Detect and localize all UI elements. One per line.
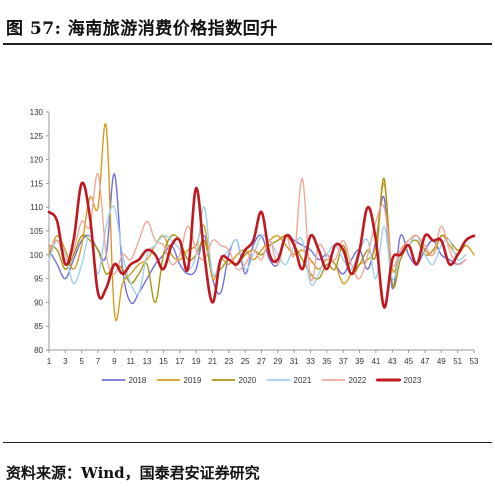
x-tick-label: 49	[437, 357, 446, 366]
x-tick-label: 27	[257, 357, 266, 366]
series-line-2021	[48, 205, 467, 296]
x-tick-label: 39	[355, 357, 364, 366]
y-tick-label: 90	[34, 298, 43, 307]
x-tick-label: 31	[290, 357, 299, 366]
series-line-2019	[48, 122, 475, 322]
legend-label-2021: 2021	[294, 376, 312, 385]
x-tick-label: 23	[224, 357, 233, 366]
figure-title: 图 57: 海南旅游消费价格指数回升	[6, 19, 278, 39]
x-tick-label: 11	[127, 357, 136, 366]
legend-label-2020: 2020	[239, 376, 257, 385]
x-tick-label: 3	[63, 357, 68, 366]
x-tick-label: 25	[241, 357, 250, 366]
series-line-2023	[47, 181, 476, 309]
y-tick-label: 115	[30, 179, 43, 188]
x-tick-label: 43	[388, 357, 397, 366]
y-tick-label: 125	[30, 132, 44, 141]
x-tick-label: 47	[421, 357, 430, 366]
legend-label-2018: 2018	[129, 376, 147, 385]
legend-label-2019: 2019	[184, 376, 202, 385]
x-tick-label: 9	[112, 357, 117, 366]
x-tick-label: 19	[192, 357, 201, 366]
x-tick-label: 5	[79, 357, 84, 366]
x-tick-label: 17	[175, 357, 184, 366]
x-tick-label: 15	[159, 357, 168, 366]
x-tick-label: 37	[339, 357, 348, 366]
y-tick-label: 130	[30, 108, 44, 117]
x-tick-label: 45	[404, 357, 413, 366]
title-rule	[3, 43, 492, 45]
legend-label-2023: 2023	[404, 376, 422, 385]
y-tick-label: 80	[34, 346, 43, 355]
legend-label-2022: 2022	[349, 376, 367, 385]
y-tick-label: 105	[30, 227, 44, 236]
x-tick-label: 13	[143, 357, 152, 366]
y-tick-label: 95	[34, 275, 43, 284]
x-tick-label: 41	[371, 357, 380, 366]
y-tick-label: 110	[30, 203, 43, 212]
x-tick-label: 35	[322, 357, 331, 366]
chart-series	[47, 122, 476, 322]
series-line-2020	[48, 177, 467, 304]
x-tick-label: 21	[208, 357, 217, 366]
x-tick-label: 29	[273, 357, 282, 366]
source-note: 资料来源：Wind，国泰君安证券研究	[6, 464, 260, 482]
y-tick-label: 100	[30, 251, 44, 260]
chart-legend: 2018 2019 2020 2021 2022 2023	[101, 376, 422, 385]
source-rule	[3, 442, 492, 443]
y-tick-label: 120	[30, 156, 44, 165]
x-tick-label: 1	[47, 357, 52, 366]
x-tick-label: 33	[306, 357, 315, 366]
y-tick-label: 85	[34, 322, 43, 331]
x-tick-label: 53	[470, 357, 479, 366]
x-tick-label: 51	[453, 357, 462, 366]
x-tick-label: 7	[96, 357, 101, 366]
